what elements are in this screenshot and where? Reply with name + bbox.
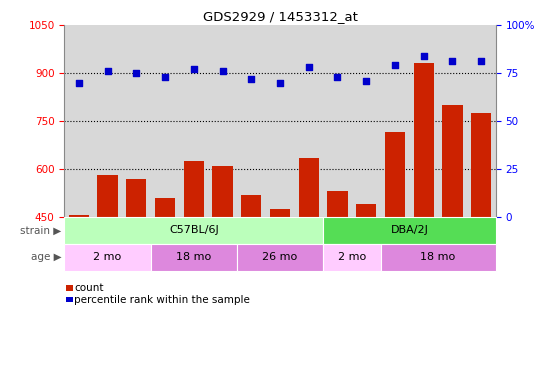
Text: 18 mo: 18 mo xyxy=(421,252,456,262)
Bar xyxy=(298,158,319,361)
Point xyxy=(189,66,198,72)
Bar xyxy=(155,198,175,361)
Bar xyxy=(471,113,491,361)
Bar xyxy=(184,161,204,361)
Text: DBA/2J: DBA/2J xyxy=(390,225,428,235)
Bar xyxy=(151,244,237,271)
Text: GDS2929 / 1453312_at: GDS2929 / 1453312_at xyxy=(203,10,357,23)
Bar xyxy=(323,244,381,271)
Bar xyxy=(270,209,290,361)
Text: 18 mo: 18 mo xyxy=(176,252,211,262)
Bar xyxy=(241,195,262,361)
Point xyxy=(304,64,313,70)
Bar xyxy=(64,244,151,271)
Point xyxy=(477,58,486,65)
Text: C57BL/6J: C57BL/6J xyxy=(169,225,218,235)
Text: 2 mo: 2 mo xyxy=(338,252,366,262)
Point xyxy=(419,53,428,59)
Point xyxy=(103,68,112,74)
Point xyxy=(333,74,342,80)
Point xyxy=(390,62,399,68)
Point xyxy=(132,70,141,76)
Bar xyxy=(385,132,405,361)
Bar xyxy=(381,244,496,271)
Bar xyxy=(126,179,146,361)
Text: count: count xyxy=(74,283,104,293)
Bar xyxy=(64,217,323,244)
Point xyxy=(218,68,227,74)
Bar xyxy=(69,215,89,361)
Point xyxy=(161,74,170,80)
Point xyxy=(247,76,256,82)
Bar xyxy=(66,297,73,302)
Bar xyxy=(237,244,323,271)
Bar xyxy=(356,204,376,361)
Text: percentile rank within the sample: percentile rank within the sample xyxy=(74,295,250,305)
Bar xyxy=(323,217,496,244)
Bar xyxy=(442,105,463,361)
Point xyxy=(276,79,284,86)
Text: 2 mo: 2 mo xyxy=(94,252,122,262)
Text: strain ▶: strain ▶ xyxy=(20,225,62,235)
Bar xyxy=(328,191,348,361)
Bar xyxy=(212,166,232,361)
Point xyxy=(362,78,371,84)
Text: age ▶: age ▶ xyxy=(31,252,62,262)
Bar xyxy=(97,175,118,361)
Point xyxy=(448,58,457,65)
Point xyxy=(74,79,83,86)
Bar xyxy=(414,63,434,361)
Text: 26 mo: 26 mo xyxy=(263,252,297,262)
Bar xyxy=(66,285,73,291)
